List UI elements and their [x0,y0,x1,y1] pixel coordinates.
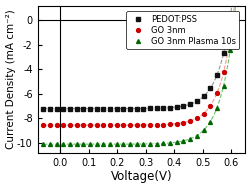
GO 3nm Plasma 10s [168,142,171,144]
GO 3nm Plasma 10s [208,121,211,123]
PEDOT:PSS [188,103,191,105]
GO 3nm [102,124,104,126]
PEDOT:PSS [141,107,144,110]
GO 3nm Plasma 10s [228,49,231,51]
PEDOT:PSS [168,107,171,109]
GO 3nm Plasma 10s [161,142,164,145]
Line: GO 3nm: GO 3nm [41,0,238,127]
PEDOT:PSS [128,108,131,110]
GO 3nm [201,112,204,115]
GO 3nm [174,122,178,125]
GO 3nm Plasma 10s [115,143,118,145]
GO 3nm [62,124,64,126]
PEDOT:PSS [155,107,158,109]
PEDOT:PSS [228,16,231,18]
GO 3nm Plasma 10s [122,143,124,145]
PEDOT:PSS [181,105,184,107]
GO 3nm Plasma 10s [141,143,144,145]
GO 3nm [82,124,84,126]
GO 3nm Plasma 10s [221,85,224,87]
GO 3nm Plasma 10s [75,143,78,145]
GO 3nm [181,122,184,124]
GO 3nm Plasma 10s [95,143,98,145]
GO 3nm [95,124,98,126]
GO 3nm Plasma 10s [62,143,64,145]
GO 3nm [214,92,218,94]
X-axis label: Voltage(V): Voltage(V) [110,170,172,184]
GO 3nm [42,124,44,126]
PEDOT:PSS [42,108,44,110]
GO 3nm [155,124,158,126]
GO 3nm Plasma 10s [55,143,58,145]
GO 3nm [228,36,231,39]
GO 3nm [75,124,78,126]
GO 3nm [68,124,71,126]
PEDOT:PSS [108,108,111,110]
GO 3nm Plasma 10s [88,143,91,145]
PEDOT:PSS [95,108,98,110]
GO 3nm [188,120,191,122]
GO 3nm Plasma 10s [108,143,111,145]
GO 3nm [122,124,124,126]
Line: GO 3nm Plasma 10s: GO 3nm Plasma 10s [41,0,238,146]
GO 3nm [168,123,171,125]
GO 3nm [194,117,198,119]
GO 3nm Plasma 10s [102,143,104,145]
GO 3nm [221,71,224,74]
GO 3nm Plasma 10s [188,138,191,140]
PEDOT:PSS [201,95,204,98]
GO 3nm [108,124,111,126]
GO 3nm [135,124,138,126]
PEDOT:PSS [68,108,71,110]
PEDOT:PSS [48,108,51,110]
GO 3nm [88,124,91,126]
GO 3nm [115,124,118,126]
PEDOT:PSS [174,106,178,108]
PEDOT:PSS [88,108,91,110]
GO 3nm Plasma 10s [135,143,138,145]
GO 3nm Plasma 10s [148,143,151,145]
GO 3nm [141,124,144,126]
GO 3nm [161,123,164,126]
GO 3nm Plasma 10s [201,129,204,131]
Y-axis label: Current Density (mA cm⁻²): Current Density (mA cm⁻²) [6,9,16,149]
PEDOT:PSS [194,100,198,102]
PEDOT:PSS [75,108,78,110]
PEDOT:PSS [135,107,138,110]
PEDOT:PSS [221,52,224,55]
PEDOT:PSS [214,74,218,76]
PEDOT:PSS [82,108,84,110]
PEDOT:PSS [161,107,164,109]
PEDOT:PSS [115,108,118,110]
GO 3nm Plasma 10s [68,143,71,145]
GO 3nm [55,124,58,126]
GO 3nm Plasma 10s [194,134,198,137]
GO 3nm Plasma 10s [214,107,218,109]
GO 3nm Plasma 10s [174,141,178,143]
PEDOT:PSS [122,108,124,110]
PEDOT:PSS [102,108,104,110]
GO 3nm Plasma 10s [48,143,51,145]
GO 3nm Plasma 10s [82,143,84,145]
Line: PEDOT:PSS: PEDOT:PSS [41,0,238,111]
GO 3nm [208,105,211,107]
PEDOT:PSS [62,108,64,110]
GO 3nm [128,124,131,126]
GO 3nm Plasma 10s [155,143,158,145]
GO 3nm Plasma 10s [181,140,184,142]
GO 3nm Plasma 10s [42,143,44,145]
PEDOT:PSS [148,107,151,110]
GO 3nm Plasma 10s [128,143,131,145]
PEDOT:PSS [55,108,58,110]
Legend: PEDOT:PSS, GO 3nm, GO 3nm Plasma 10s: PEDOT:PSS, GO 3nm, GO 3nm Plasma 10s [125,11,238,49]
PEDOT:PSS [208,87,211,90]
GO 3nm [148,124,151,126]
GO 3nm [48,124,51,126]
